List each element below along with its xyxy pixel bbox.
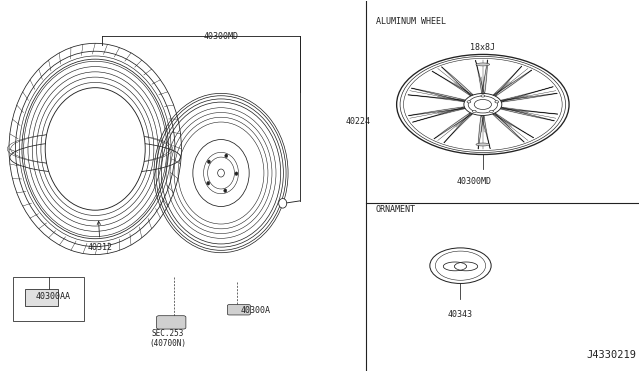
Polygon shape — [499, 107, 557, 121]
Text: ALUMINUM WHEEL: ALUMINUM WHEEL — [376, 17, 445, 26]
Circle shape — [397, 54, 569, 154]
Polygon shape — [499, 87, 557, 102]
Text: 40300AA: 40300AA — [36, 292, 71, 301]
Ellipse shape — [278, 199, 287, 208]
Ellipse shape — [207, 182, 210, 185]
Circle shape — [467, 101, 471, 103]
Bar — [13, 277, 84, 321]
Polygon shape — [478, 115, 490, 149]
Text: J4330219: J4330219 — [586, 350, 636, 360]
Text: SEC.253
(40700N): SEC.253 (40700N) — [150, 329, 186, 348]
Ellipse shape — [193, 140, 249, 206]
Ellipse shape — [225, 154, 228, 158]
Text: 40312: 40312 — [87, 243, 112, 253]
FancyBboxPatch shape — [157, 316, 186, 329]
Circle shape — [464, 93, 502, 115]
Ellipse shape — [224, 189, 227, 192]
Circle shape — [430, 248, 491, 283]
Circle shape — [472, 110, 476, 112]
Text: 40300MD: 40300MD — [204, 32, 239, 41]
Text: 40343: 40343 — [448, 310, 473, 319]
Text: 40300A: 40300A — [240, 307, 270, 315]
Polygon shape — [492, 112, 534, 142]
Circle shape — [468, 96, 497, 113]
Circle shape — [474, 99, 492, 109]
Ellipse shape — [235, 172, 238, 176]
Polygon shape — [408, 107, 467, 122]
Text: 40224: 40224 — [346, 118, 371, 126]
Text: ORNAMENT: ORNAMENT — [376, 205, 415, 214]
Bar — [25, 289, 58, 307]
Circle shape — [495, 101, 499, 103]
Ellipse shape — [476, 143, 490, 146]
Ellipse shape — [207, 160, 211, 164]
Text: 18x8J: 18x8J — [470, 43, 495, 52]
Text: 40300MD: 40300MD — [457, 177, 492, 186]
FancyBboxPatch shape — [227, 305, 250, 315]
Ellipse shape — [218, 169, 225, 177]
Polygon shape — [492, 66, 532, 97]
Polygon shape — [434, 112, 474, 143]
Circle shape — [481, 95, 484, 97]
Polygon shape — [432, 67, 474, 97]
Ellipse shape — [45, 88, 145, 210]
Polygon shape — [408, 88, 467, 102]
Circle shape — [490, 110, 493, 112]
Polygon shape — [476, 60, 488, 94]
Ellipse shape — [476, 63, 490, 66]
